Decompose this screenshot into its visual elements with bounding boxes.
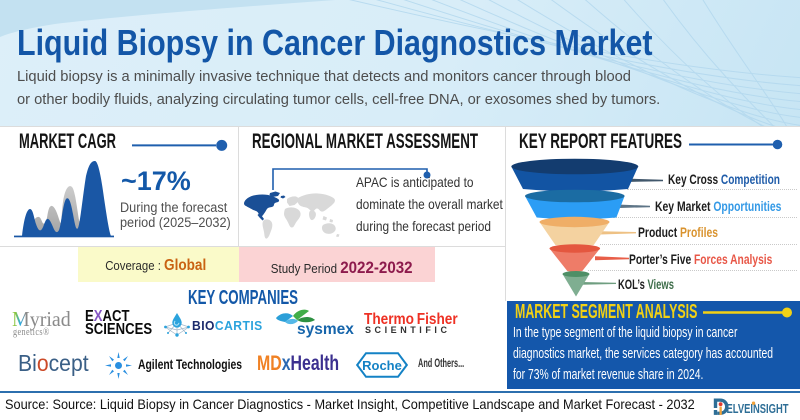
svg-text:ELVEINSIGHT: ELVEINSIGHT xyxy=(727,401,789,416)
svg-text:Roche: Roche xyxy=(362,358,402,373)
